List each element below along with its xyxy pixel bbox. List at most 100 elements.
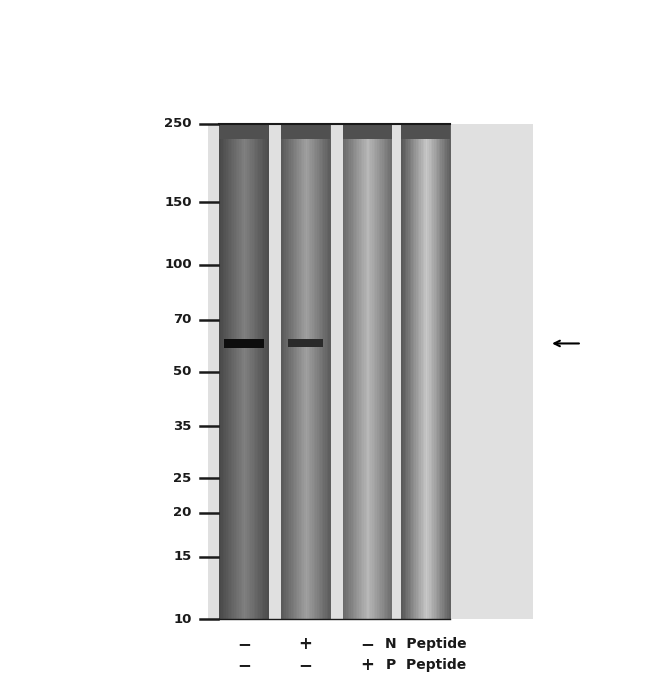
Text: −: − [360, 635, 374, 653]
Text: 20: 20 [174, 506, 192, 519]
Bar [448, 124, 451, 619]
Bar [431, 124, 433, 619]
Bar [257, 124, 259, 619]
Bar [229, 124, 231, 619]
Bar [429, 124, 432, 619]
Bar [240, 124, 243, 619]
Bar [259, 124, 261, 619]
Bar [313, 124, 316, 619]
Bar [289, 124, 291, 619]
Bar [252, 124, 254, 619]
Bar [402, 124, 450, 139]
Bar [315, 124, 317, 619]
Bar [387, 124, 389, 619]
Bar [372, 124, 374, 619]
Text: +: + [298, 635, 313, 653]
Bar [385, 124, 387, 619]
Bar [421, 124, 423, 619]
Bar [378, 124, 381, 619]
Bar [380, 124, 382, 619]
Bar [261, 124, 264, 619]
Bar [231, 124, 233, 619]
Bar [320, 124, 322, 619]
Bar [402, 124, 404, 619]
Bar [418, 124, 420, 619]
Bar [309, 124, 311, 619]
Bar [390, 124, 392, 619]
Bar [403, 124, 406, 619]
Bar [348, 124, 350, 619]
Bar [294, 124, 296, 619]
Bar [300, 124, 303, 619]
Bar [382, 124, 384, 619]
Bar [344, 124, 346, 619]
Bar [220, 124, 222, 619]
Bar [298, 124, 300, 619]
Bar [424, 124, 426, 619]
Bar [447, 124, 449, 619]
Bar [442, 124, 445, 619]
Text: 150: 150 [164, 196, 192, 209]
Bar [286, 124, 288, 619]
Bar [445, 124, 447, 619]
Bar [255, 124, 257, 619]
Bar [263, 124, 265, 619]
Bar [248, 124, 251, 619]
Bar [224, 124, 227, 619]
Bar [388, 124, 391, 619]
Bar [437, 124, 439, 619]
Bar [365, 124, 368, 619]
Bar [239, 124, 241, 619]
Bar [236, 124, 238, 619]
Bar [224, 338, 264, 348]
Bar [408, 124, 410, 619]
Bar [325, 124, 327, 619]
Bar [222, 124, 225, 619]
Bar [404, 124, 407, 619]
Bar [254, 124, 256, 619]
Text: N  Peptide: N Peptide [385, 637, 467, 651]
Text: 35: 35 [174, 420, 192, 433]
Bar [356, 124, 358, 619]
Bar [328, 124, 330, 619]
Bar [299, 124, 301, 619]
Text: 70: 70 [174, 313, 192, 326]
Bar [307, 124, 309, 619]
Bar [233, 124, 235, 619]
Bar [376, 124, 378, 619]
Bar [266, 124, 269, 619]
Bar [415, 124, 417, 619]
Bar [351, 124, 353, 619]
Bar [244, 124, 246, 619]
Bar [426, 124, 428, 619]
Bar [436, 124, 438, 619]
Bar [302, 124, 304, 619]
Bar [346, 124, 348, 619]
Bar [322, 124, 324, 619]
Bar [352, 124, 355, 619]
Bar [226, 124, 228, 619]
Bar [350, 124, 352, 619]
Bar [354, 124, 356, 619]
Text: +: + [360, 656, 374, 674]
Bar [306, 124, 308, 619]
Bar [317, 124, 319, 619]
Text: 15: 15 [174, 550, 192, 563]
Bar [318, 124, 320, 619]
Bar [411, 124, 413, 619]
Bar [369, 124, 371, 619]
Bar [358, 124, 359, 619]
Bar [343, 124, 391, 139]
Text: 250: 250 [164, 118, 192, 130]
Bar [220, 124, 268, 139]
Bar [247, 124, 250, 619]
Bar [422, 124, 425, 619]
Bar [312, 124, 315, 619]
Bar [359, 124, 361, 619]
Bar [283, 124, 285, 619]
Bar [287, 124, 290, 619]
Bar [432, 124, 434, 619]
Bar [242, 124, 244, 619]
Bar [281, 124, 283, 619]
Bar [374, 124, 376, 619]
